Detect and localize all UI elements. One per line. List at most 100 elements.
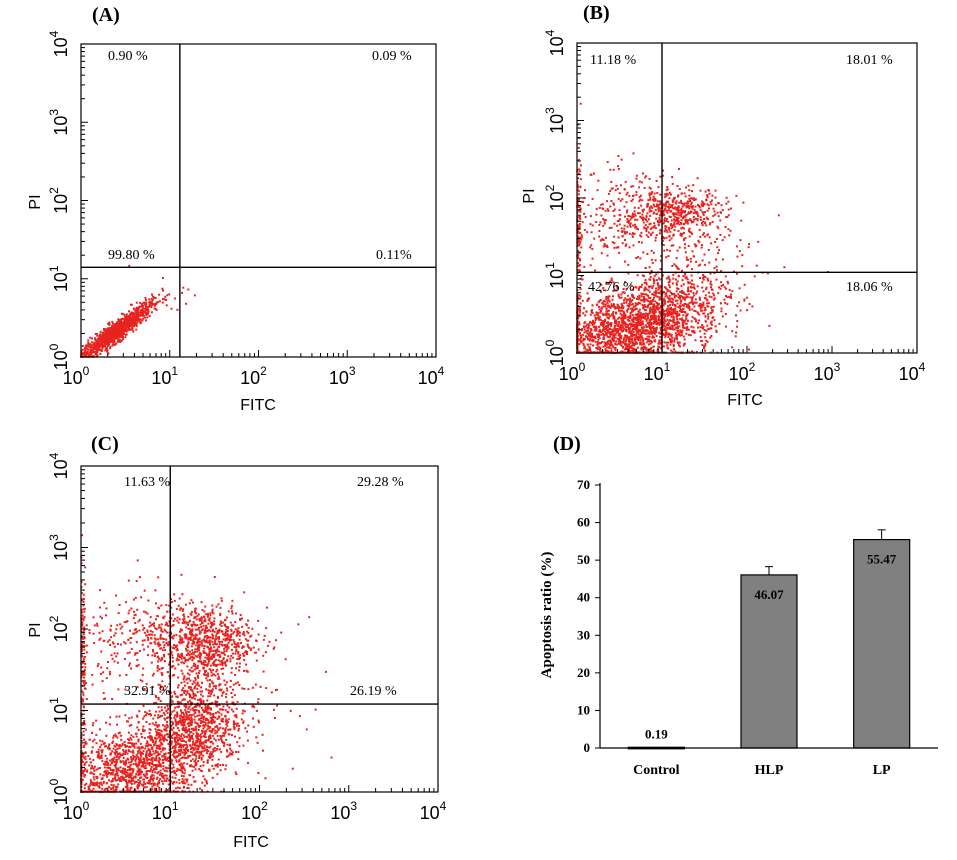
event-dot xyxy=(605,312,608,315)
event-dot xyxy=(600,307,603,310)
event-dot xyxy=(640,216,643,219)
event-dot xyxy=(692,326,695,329)
event-dot xyxy=(165,304,168,307)
event-dot xyxy=(658,287,661,290)
event-dot xyxy=(640,299,643,302)
event-dot xyxy=(142,783,145,786)
event-dot xyxy=(685,256,688,259)
event-dot xyxy=(673,212,676,215)
event-dot xyxy=(597,312,600,315)
event-dot xyxy=(683,326,686,329)
event-dot xyxy=(714,189,717,192)
event-dot xyxy=(658,296,661,299)
event-dot xyxy=(650,270,653,272)
event-dot xyxy=(620,293,623,296)
event-dot xyxy=(690,231,693,234)
event-dot xyxy=(612,289,615,292)
event-dot xyxy=(694,205,697,208)
event-dot xyxy=(126,329,129,332)
event-dot xyxy=(137,738,140,741)
event-dot xyxy=(690,274,693,277)
event-dot xyxy=(603,222,606,225)
event-dot xyxy=(626,326,629,328)
event-dot xyxy=(643,315,645,318)
event-dot xyxy=(623,224,626,227)
event-dot xyxy=(579,216,581,219)
event-dot xyxy=(578,172,580,175)
event-dot xyxy=(665,195,668,197)
event-dot xyxy=(656,279,658,282)
event-dot xyxy=(672,218,675,221)
event-dot xyxy=(680,201,683,204)
event-dot xyxy=(577,339,580,342)
event-dot xyxy=(631,299,634,301)
event-dot xyxy=(623,328,626,331)
event-dot xyxy=(644,315,647,317)
event-dot xyxy=(653,327,656,330)
event-dot xyxy=(659,268,662,271)
event-dot xyxy=(667,277,670,280)
event-dot xyxy=(632,316,635,319)
event-dot xyxy=(675,290,678,293)
event-dot xyxy=(205,780,208,783)
event-dot xyxy=(81,761,84,763)
panel-b-quadrant-lower-right: 18.06 % xyxy=(846,280,893,295)
event-dot xyxy=(151,298,154,301)
event-dot xyxy=(685,317,688,320)
event-dot xyxy=(699,277,701,279)
event-dot xyxy=(203,749,206,752)
event-dot xyxy=(644,288,647,291)
event-dot xyxy=(578,313,581,316)
event-dot xyxy=(116,747,119,750)
event-dot xyxy=(630,322,633,325)
event-dot xyxy=(683,246,686,249)
event-dot xyxy=(600,323,603,326)
event-dot xyxy=(628,344,631,347)
event-dot xyxy=(668,278,671,281)
event-dot xyxy=(664,227,667,230)
event-dot xyxy=(122,321,124,324)
event-dot xyxy=(151,293,153,296)
event-dot xyxy=(684,302,687,305)
event-dot xyxy=(687,204,690,207)
event-dot xyxy=(670,204,673,207)
event-dot xyxy=(93,738,96,741)
event-dot xyxy=(615,289,618,292)
event-dot xyxy=(713,319,716,322)
event-dot xyxy=(654,327,657,330)
event-dot xyxy=(684,277,687,280)
event-dot xyxy=(682,310,685,313)
event-dot xyxy=(618,223,621,226)
event-dot xyxy=(101,342,103,345)
event-dot xyxy=(632,318,635,320)
event-dot xyxy=(743,298,746,301)
event-dot xyxy=(671,336,674,339)
event-dot xyxy=(132,749,135,752)
event-dot xyxy=(622,323,625,326)
event-dot xyxy=(625,338,628,341)
event-dot xyxy=(664,313,667,315)
event-dot xyxy=(140,321,142,324)
event-dot xyxy=(654,208,657,211)
event-dot xyxy=(675,219,678,222)
event-dot xyxy=(646,220,649,223)
event-dot xyxy=(680,219,683,222)
event-dot xyxy=(637,324,640,327)
event-dot xyxy=(104,771,107,774)
event-dot xyxy=(622,340,625,343)
event-dot xyxy=(645,288,648,291)
event-dot xyxy=(698,298,701,301)
event-dot xyxy=(725,295,727,297)
event-dot xyxy=(700,204,703,207)
event-dot xyxy=(595,207,598,210)
event-dot xyxy=(145,319,148,322)
event-dot xyxy=(163,298,166,301)
event-dot xyxy=(89,346,92,349)
event-dot xyxy=(653,222,656,225)
event-dot xyxy=(137,778,140,781)
event-dot xyxy=(134,316,136,319)
event-dot xyxy=(639,324,642,327)
event-dot xyxy=(607,317,610,320)
event-dot xyxy=(662,212,665,215)
